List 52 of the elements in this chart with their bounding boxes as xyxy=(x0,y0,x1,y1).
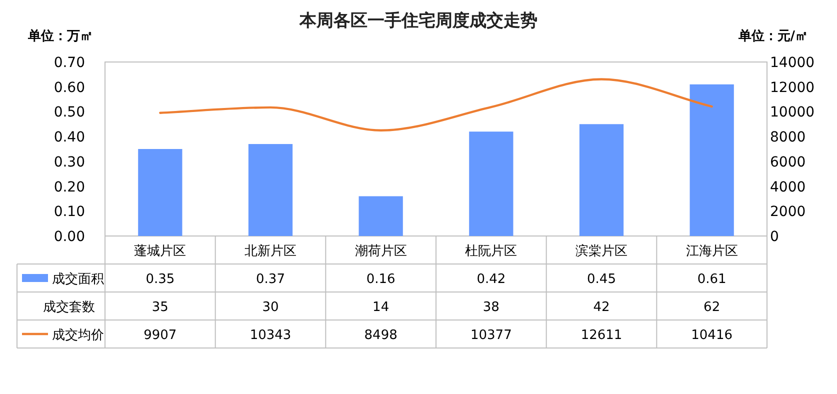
y-tick-label: 0.30 xyxy=(54,154,85,170)
y2-tick-label: 4000 xyxy=(770,179,806,196)
x-tick-label: 潮荷片区 xyxy=(354,244,407,259)
text: 62 xyxy=(704,300,720,315)
bar xyxy=(358,196,403,236)
legend-label: 成交面积 xyxy=(52,271,104,287)
data-label: 10343 xyxy=(250,328,292,343)
y-tick-label: 0.40 xyxy=(54,130,85,146)
y2-tick-label: 0 xyxy=(770,229,779,245)
text: 35 xyxy=(152,300,168,315)
data-label: 9907 xyxy=(144,328,177,343)
y-tick-label: 0.20 xyxy=(54,179,85,196)
data-label: 0.37 xyxy=(256,272,285,287)
x-tick-label: 杜阮片区 xyxy=(465,244,518,259)
text: 成交套数 xyxy=(43,299,95,315)
text: 42 xyxy=(593,300,610,315)
data-label: 10416 xyxy=(691,328,733,343)
x-tick-label: 江海片区 xyxy=(686,244,738,259)
x-tick-label: 滨棠片区 xyxy=(576,243,628,259)
y-tick-label: 0.60 xyxy=(54,80,85,96)
chart-title: 本周各区一手住宅周度成交走势 xyxy=(298,11,538,31)
y-axis-title: 单位：万㎡ xyxy=(27,28,93,44)
y2-tick-label: 14000 xyxy=(770,55,815,71)
y2-tick-label: 12000 xyxy=(770,80,815,96)
y2-tick-label: 6000 xyxy=(770,154,806,170)
bar xyxy=(469,132,514,236)
legend-label: 成交均价 xyxy=(52,327,104,343)
data-label: 0.16 xyxy=(366,272,396,287)
data-label: 0.42 xyxy=(476,272,506,287)
data-label: 12611 xyxy=(580,328,622,343)
data-label: 0.45 xyxy=(587,272,616,287)
bar xyxy=(138,149,182,236)
y-tick-label: 0.10 xyxy=(54,204,85,220)
x-tick-label: 蓬城片区 xyxy=(134,244,186,259)
x-tick-label: 北新片区 xyxy=(244,244,296,259)
data-label: 8498 xyxy=(364,328,398,343)
bar xyxy=(690,84,734,236)
y2-tick-label: 10000 xyxy=(770,104,815,121)
y-tick-label: 0.00 xyxy=(54,229,85,245)
text: 38 xyxy=(482,300,500,315)
y-tick-label: 0.50 xyxy=(54,104,85,121)
y2-tick-label: 2000 xyxy=(770,204,806,220)
y2-axis-title: 单位：元/㎡ xyxy=(737,28,808,44)
y-tick-label: 0.70 xyxy=(54,55,85,71)
data-label: 0.35 xyxy=(146,272,175,287)
bar xyxy=(579,124,624,236)
data-label: 0.61 xyxy=(697,272,726,287)
bar xyxy=(248,144,293,236)
y2-tick-label: 8000 xyxy=(770,130,806,146)
text: 30 xyxy=(262,300,279,315)
data-label: 10377 xyxy=(470,328,512,343)
text: 14 xyxy=(372,300,390,315)
